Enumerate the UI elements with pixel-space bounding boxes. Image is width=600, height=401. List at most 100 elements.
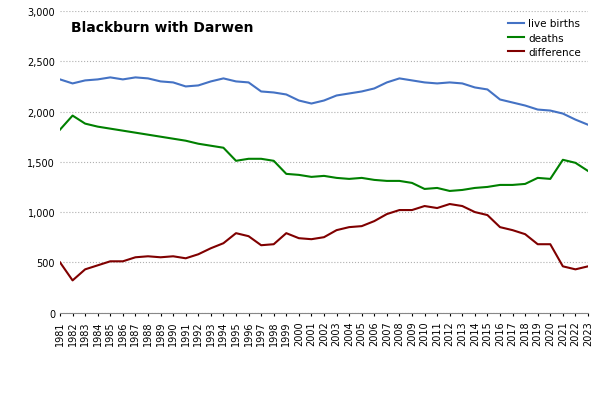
live births [346, 92, 353, 97]
live births [270, 91, 277, 96]
deaths [232, 159, 239, 164]
deaths [559, 158, 566, 163]
deaths [521, 182, 529, 187]
difference [409, 208, 416, 213]
difference [559, 264, 566, 269]
live births [559, 112, 566, 117]
deaths [295, 173, 302, 178]
live births [295, 99, 302, 104]
deaths [283, 172, 290, 177]
live births [521, 104, 529, 109]
deaths [458, 188, 466, 193]
deaths [145, 133, 152, 138]
difference [383, 212, 391, 217]
live births [496, 98, 503, 103]
difference [119, 259, 127, 264]
difference [270, 242, 277, 247]
deaths [358, 176, 365, 181]
live births [383, 81, 391, 86]
live births [547, 109, 554, 114]
live births [94, 78, 101, 83]
difference [547, 242, 554, 247]
live births [132, 76, 139, 81]
difference [94, 263, 101, 268]
difference [346, 225, 353, 230]
live births [257, 90, 265, 95]
live births [145, 77, 152, 82]
difference [371, 219, 378, 224]
difference [358, 224, 365, 229]
difference [157, 255, 164, 260]
difference [434, 206, 441, 211]
difference [107, 259, 114, 264]
live births [245, 81, 252, 86]
deaths [56, 128, 64, 133]
deaths [170, 137, 177, 142]
deaths [496, 183, 503, 188]
difference [257, 243, 265, 248]
deaths [107, 127, 114, 132]
difference [534, 242, 541, 247]
live births [207, 80, 214, 85]
live births [458, 82, 466, 87]
Line: live births: live births [60, 78, 588, 126]
live births [182, 85, 190, 90]
deaths [257, 157, 265, 162]
live births [534, 108, 541, 113]
difference [220, 241, 227, 246]
live births [232, 80, 239, 85]
live births [371, 87, 378, 92]
Text: Blackburn with Darwen: Blackburn with Darwen [71, 21, 253, 35]
difference [509, 228, 516, 233]
difference [170, 254, 177, 259]
difference [396, 208, 403, 213]
deaths [320, 174, 328, 179]
live births [56, 78, 64, 83]
deaths [207, 144, 214, 149]
difference [584, 264, 592, 269]
deaths [132, 131, 139, 136]
deaths [308, 175, 315, 180]
live births [484, 88, 491, 93]
Line: deaths: deaths [60, 116, 588, 192]
live births [333, 94, 340, 99]
deaths [157, 135, 164, 140]
difference [132, 255, 139, 260]
live births [69, 82, 76, 87]
live births [308, 102, 315, 107]
deaths [245, 157, 252, 162]
difference [145, 254, 152, 259]
live births [358, 90, 365, 95]
difference [496, 225, 503, 230]
deaths [572, 161, 579, 166]
live births [283, 93, 290, 98]
difference [484, 213, 491, 218]
difference [471, 210, 478, 215]
live births [471, 86, 478, 91]
difference [572, 267, 579, 272]
difference [182, 256, 190, 261]
deaths [194, 142, 202, 147]
deaths [471, 186, 478, 191]
live births [220, 77, 227, 82]
difference [521, 232, 529, 237]
Legend: live births, deaths, difference: live births, deaths, difference [504, 15, 585, 62]
deaths [534, 176, 541, 181]
deaths [421, 187, 428, 192]
difference [245, 234, 252, 239]
difference [458, 204, 466, 209]
live births [157, 80, 164, 85]
live births [320, 99, 328, 104]
live births [584, 123, 592, 128]
difference [82, 267, 89, 272]
deaths [346, 177, 353, 182]
difference [232, 231, 239, 236]
difference [446, 202, 454, 207]
difference [207, 246, 214, 251]
deaths [119, 129, 127, 134]
deaths [547, 177, 554, 182]
difference [295, 236, 302, 241]
live births [421, 81, 428, 86]
deaths [409, 181, 416, 186]
deaths [484, 185, 491, 190]
